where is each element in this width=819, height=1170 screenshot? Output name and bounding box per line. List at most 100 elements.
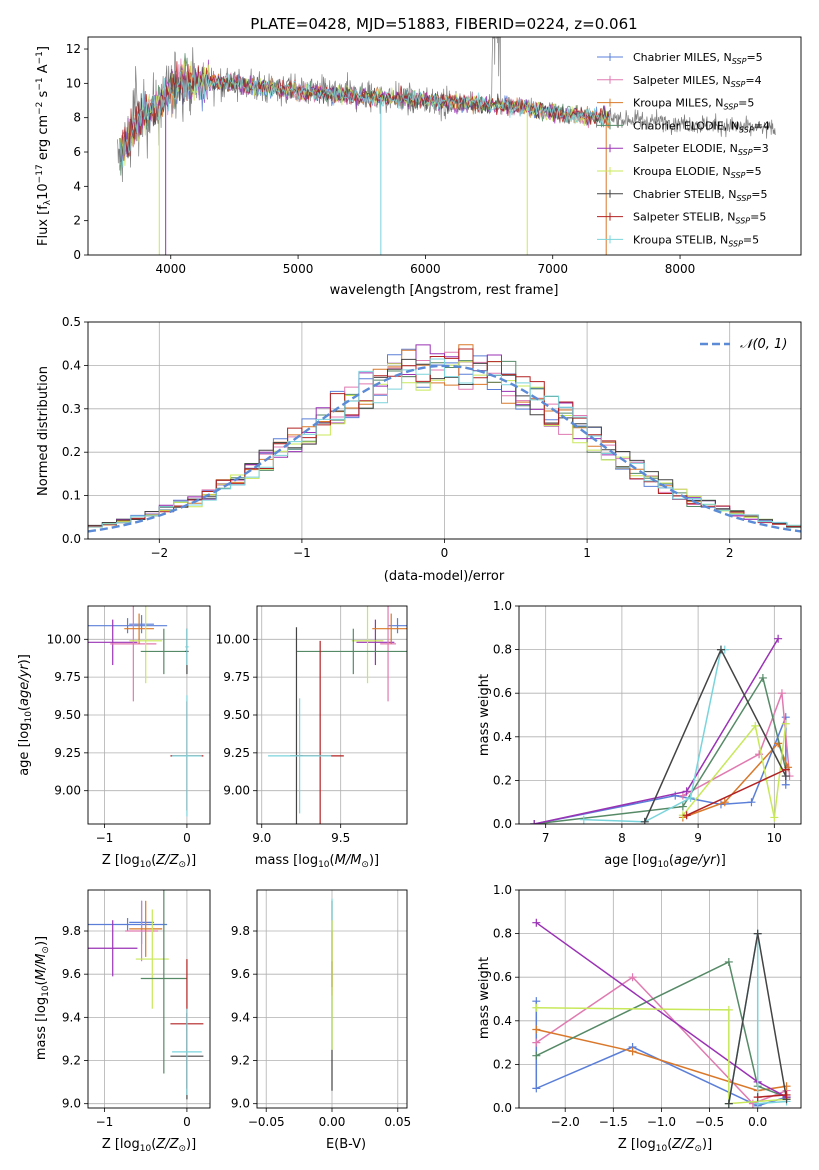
y-tick-label: 9.50	[54, 708, 81, 722]
weight-point	[530, 820, 539, 824]
x-tick-label: 0.05	[384, 1115, 411, 1129]
weight-point	[724, 957, 733, 966]
legend-label: Kroupa ELODIE, NSSP=5	[633, 165, 762, 180]
weight-point	[686, 793, 695, 802]
x-tick-label: −0.5	[695, 1115, 724, 1129]
weight-point	[682, 787, 691, 796]
weight-point	[777, 689, 786, 698]
y-tick-label: 9.0	[62, 1097, 81, 1111]
spectrum-lines	[116, 37, 776, 255]
y-tick-label: 9.2	[231, 1054, 250, 1068]
mass_vs_EBV-frame	[256, 889, 408, 1109]
weight-point	[682, 811, 691, 820]
weight-point	[781, 780, 790, 789]
y-tick-label: 0.5	[62, 315, 81, 329]
residuals-axes: −2 −1 0 1 2 0.0 0.1 0.2 0.3 0.4 0.5	[62, 315, 801, 560]
legend-label: Salpeter STELIB, NSSP=5	[633, 211, 766, 226]
legend-label: Kroupa STELIB, NSSP=5	[633, 233, 759, 248]
agez-xlabel: Z [log10(Z/Z⊙)]	[102, 853, 196, 870]
normal-curve	[88, 364, 801, 533]
y-tick-label: 1.0	[493, 599, 512, 613]
x-tick-label: 2	[726, 546, 734, 560]
weight-line	[534, 716, 787, 824]
y-tick-label: 9.50	[223, 708, 250, 722]
y-tick-label: 0.0	[493, 817, 512, 831]
weight-point	[716, 645, 725, 654]
spectrum-axes: 4000 5000 6000 7000 8000 0 2 4 6 8 10 12	[66, 42, 696, 276]
y-tick-label: 9.4	[231, 1010, 250, 1024]
weight-point	[628, 973, 637, 982]
massebv-xlabel: E(B-V)	[326, 1137, 366, 1152]
y-tick-label: 0.6	[493, 970, 512, 984]
y-tick-label: 0.4	[493, 1014, 512, 1028]
weight_vs_age-series	[530, 634, 794, 824]
y-tick-label: 9.6	[231, 967, 250, 981]
residual-legend: 𝒩(0, 1)	[700, 337, 787, 352]
age_vs_mass-axes: 9.0 9.5 9.00 9.25 9.50 9.75 10.00	[216, 606, 407, 845]
weight-line	[686, 768, 787, 816]
y-tick-label: 0.6	[493, 686, 512, 700]
x-tick-label: 9.5	[331, 831, 350, 845]
spectrum-title: PLATE=0428, MJD=51883, FIBERID=0224, z=0…	[250, 15, 637, 33]
weight-line	[534, 675, 787, 824]
weight-point	[532, 1003, 541, 1012]
x-tick-label: −1	[293, 546, 311, 560]
weight-line	[682, 723, 787, 818]
x-tick-label: 7000	[537, 262, 568, 276]
y-tick-label: 9.8	[231, 924, 250, 938]
x-tick-label: −2.0	[551, 1115, 580, 1129]
wage-ylabel: mass weight	[477, 674, 492, 756]
y-tick-label: 9.75	[223, 670, 250, 684]
wz-ylabel: mass weight	[477, 957, 492, 1039]
legend-label: Chabrier STELIB, NSSP=5	[633, 188, 767, 203]
y-tick-label: 0.3	[62, 402, 81, 416]
age_vs_Z-frame	[87, 605, 211, 825]
x-tick-label: 0	[183, 831, 191, 845]
y-tick-label: 2	[73, 214, 81, 228]
weight-point	[774, 634, 783, 643]
weight-line	[535, 976, 787, 1105]
age_vs_mass-points	[268, 606, 407, 824]
weight-point	[532, 1051, 541, 1060]
weight-line	[536, 1028, 787, 1092]
weight-point	[753, 929, 762, 938]
x-tick-label: 7	[542, 831, 550, 845]
residual-xlabel: (data-model)/error	[384, 569, 505, 584]
weight-point	[532, 1084, 541, 1093]
y-tick-label: 9.00	[54, 784, 81, 798]
weight-point	[720, 798, 729, 807]
weight-point	[747, 798, 756, 807]
y-tick-label: 9.25	[223, 746, 250, 760]
legend-label: Salpeter MILES, NSSP=4	[633, 74, 762, 89]
y-tick-label: 0.4	[62, 358, 81, 372]
x-tick-label: 8000	[665, 262, 696, 276]
mass_vs_Z-frame	[87, 889, 211, 1109]
y-tick-label: 9.25	[54, 746, 81, 760]
spectrum-ylabel: Flux [fλ10−17 erg cm−2 s−1 A−1]	[35, 46, 53, 246]
spectrum-frame	[87, 36, 802, 256]
mass_vs_Z-points	[88, 890, 204, 1100]
wz-xlabel: Z [log10(Z/Z⊙)]	[618, 1137, 712, 1154]
weight-line	[728, 933, 787, 1105]
y-tick-label: 0.8	[493, 643, 512, 657]
y-tick-label: 10	[66, 76, 81, 90]
y-tick-label: 0.0	[62, 532, 81, 546]
agez-ylabel: age [log10(age/yr)]	[17, 654, 34, 776]
weight-point	[781, 765, 790, 774]
weight-point	[724, 1005, 733, 1014]
y-tick-label: 0.2	[62, 445, 81, 459]
residual-lines	[88, 344, 801, 533]
y-tick-label: 0.1	[62, 489, 81, 503]
x-tick-label: −0.05	[248, 1115, 285, 1129]
age_vs_Z-points	[88, 606, 204, 817]
weight-point	[753, 1093, 762, 1102]
weight-point	[781, 719, 790, 728]
weight-point	[640, 817, 649, 824]
weight-point	[579, 815, 588, 824]
y-tick-label: 9.2	[62, 1054, 81, 1068]
x-tick-label: 0.0	[748, 1115, 767, 1129]
x-tick-label: 9.0	[252, 831, 271, 845]
weight-line	[682, 692, 791, 797]
weight-point	[678, 802, 687, 811]
y-tick-label: 12	[66, 42, 81, 56]
